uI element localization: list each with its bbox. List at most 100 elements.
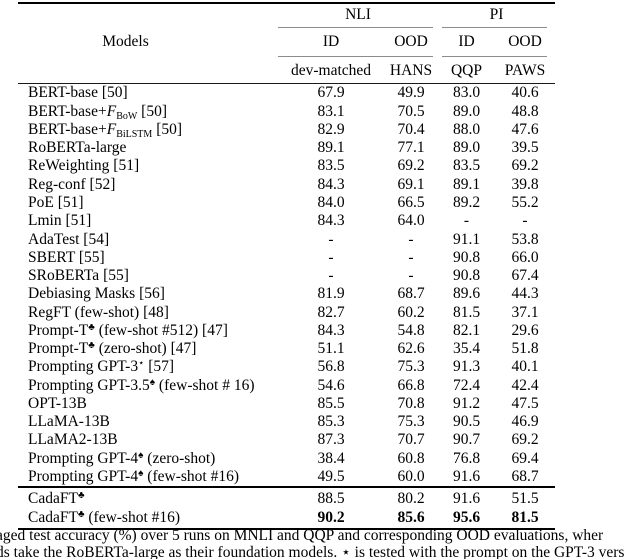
value-cell-pi-id: 90.8 bbox=[452, 248, 481, 266]
model-name-cell: Lmin [51] bbox=[18, 213, 278, 229]
value-cell-pi-ood: 37.1 bbox=[511, 303, 539, 321]
model-superscript-symbol: ♠ bbox=[138, 449, 144, 461]
model-name-suffix: (few-shot #16) bbox=[84, 508, 181, 526]
value-cell-pi-id: 76.8 bbox=[452, 449, 481, 467]
dataset-header-row: dev-matched HANS QQP PAWS bbox=[18, 58, 555, 83]
table-row: Debiasing Masks [56] 81.9 68.7 89.6 44.3 bbox=[18, 286, 555, 302]
model-name-cell: BERT-base [50] bbox=[18, 85, 278, 101]
model-name: BERT-base+ bbox=[28, 120, 107, 138]
model-name-cell: Prompting GPT-3⋆ [57] bbox=[18, 359, 278, 375]
caption-line-2: ds take the RoBERTa-large as their found… bbox=[0, 544, 625, 559]
value-cell-nli-id: 90.2 bbox=[317, 508, 345, 526]
table-row: LLaMA2-13B 87.3 70.7 90.7 69.2 bbox=[18, 432, 555, 448]
model-name-suffix: [50] bbox=[137, 102, 167, 120]
model-name-suffix: [50] bbox=[97, 84, 128, 102]
model-name: Prompting GPT-3.5 bbox=[28, 376, 150, 394]
model-name: LLaMA2-13B bbox=[28, 431, 118, 449]
value-cell-nli-id: 85.3 bbox=[317, 413, 345, 431]
value-cell-pi-id: 90.7 bbox=[452, 431, 481, 449]
value-cell-pi-ood: 48.8 bbox=[511, 102, 539, 120]
value-cell-pi-ood: 81.5 bbox=[511, 508, 539, 526]
model-subscript: BoW bbox=[116, 110, 138, 122]
model-name: ReWeighting [51] bbox=[28, 157, 140, 175]
model-name-cell: LLaMA-13B bbox=[18, 414, 278, 430]
model-superscript-symbol: ♠ bbox=[149, 376, 156, 388]
group-header-nli: NLI bbox=[345, 6, 371, 24]
value-cell-pi-id: 89.1 bbox=[452, 175, 481, 193]
value-cell-nli-id: 56.8 bbox=[317, 358, 345, 376]
value-cell-nli-id: 84.3 bbox=[317, 321, 345, 339]
value-cell-pi-ood: 69.4 bbox=[511, 449, 539, 467]
table-bottom-rule bbox=[18, 528, 555, 530]
model-name-cell: BERT-base+FBiLSTM [50] bbox=[18, 120, 278, 140]
value-cell-nli-ood: 75.3 bbox=[397, 358, 425, 376]
model-name: AdaTest [54] bbox=[28, 230, 110, 248]
table-row: AdaTest [54] - - 91.1 53.8 bbox=[18, 230, 555, 248]
value-cell-nli-ood: 66.5 bbox=[397, 193, 425, 211]
model-name-cell: SBERT [55] bbox=[18, 250, 278, 266]
value-cell-pi-id: 89.0 bbox=[452, 102, 481, 120]
value-cell-nli-id: - bbox=[328, 230, 334, 248]
value-cell-nli-id: 38.4 bbox=[317, 449, 345, 467]
cmidrule-nli-1 bbox=[278, 27, 433, 28]
value-cell-nli-ood: - bbox=[408, 230, 414, 248]
model-name-cell: OPT-13B bbox=[18, 396, 278, 412]
value-cell-nli-ood: 70.7 bbox=[397, 431, 425, 449]
value-cell-nli-id: 49.5 bbox=[317, 467, 345, 485]
value-cell-nli-id: 85.5 bbox=[317, 394, 345, 412]
caption-line-1: aged test accuracy (%) over 5 runs on MN… bbox=[0, 527, 604, 544]
value-cell-pi-ood: 47.6 bbox=[511, 120, 539, 138]
value-cell-pi-ood: 68.7 bbox=[511, 467, 539, 485]
model-name: Prompt-T bbox=[28, 321, 89, 339]
value-cell-pi-ood: 66.0 bbox=[511, 248, 539, 266]
model-name-suffix: [57] bbox=[144, 358, 175, 376]
table-row: OPT-13B 85.5 70.8 91.2 47.5 bbox=[18, 396, 555, 412]
value-cell-pi-id: 91.2 bbox=[452, 394, 481, 412]
value-cell-pi-ood: 47.5 bbox=[511, 394, 539, 412]
subheader-pi-id: ID bbox=[458, 33, 475, 51]
model-name-suffix: (few-shot #512) [47] bbox=[94, 321, 228, 339]
value-cell-nli-ood: 66.8 bbox=[397, 376, 425, 394]
model-name-cell: LLaMA2-13B bbox=[18, 432, 278, 448]
value-cell-nli-ood: 68.7 bbox=[397, 285, 425, 303]
table-row: Prompting GPT-4♠ (zero-shot) 38.4 60.8 7… bbox=[18, 449, 555, 467]
model-name: Debiasing Masks [56] bbox=[28, 285, 165, 303]
cmidrule-row-2 bbox=[18, 55, 555, 58]
model-name-cell: Prompt-T♣ (zero-shot) [47] bbox=[18, 341, 278, 357]
value-cell-pi-ood: 40.6 bbox=[511, 84, 539, 102]
value-cell-pi-id: 91.3 bbox=[452, 358, 481, 376]
model-name-cell: Prompting GPT-3.5♠ (few-shot # 16) bbox=[18, 376, 278, 394]
table-row: LLaMA-13B 85.3 75.3 90.5 46.9 bbox=[18, 414, 555, 430]
dataset-header-paws: PAWS bbox=[504, 61, 546, 79]
value-cell-nli-id: - bbox=[328, 248, 334, 266]
value-cell-nli-id: 84.3 bbox=[317, 212, 345, 230]
value-cell-nli-id: 83.1 bbox=[317, 102, 345, 120]
value-cell-pi-id: 90.5 bbox=[452, 413, 481, 431]
table-row: CadaFT♣ 88.5 80.2 91.6 51.5 bbox=[18, 489, 555, 507]
model-name-cell: SRoBERTa [55] bbox=[18, 268, 278, 284]
value-cell-nli-id: 89.1 bbox=[317, 139, 345, 157]
value-cell-pi-id: 72.4 bbox=[452, 376, 481, 394]
value-cell-pi-id: 91.6 bbox=[452, 467, 481, 485]
value-cell-nli-ood: 75.3 bbox=[397, 413, 425, 431]
model-name: Lmin [51] bbox=[28, 212, 92, 230]
model-superscript-symbol: ♣ bbox=[88, 340, 95, 352]
model-name-cell: RoBERTa-large bbox=[18, 140, 278, 156]
value-cell-nli-id: 67.9 bbox=[317, 84, 345, 102]
value-cell-nli-ood: 70.8 bbox=[397, 394, 425, 412]
dataset-header-hans: HANS bbox=[389, 61, 433, 79]
model-name-cell: Prompting GPT-4♠ (few-shot #16) bbox=[18, 467, 278, 485]
model-name: Prompting GPT-4 bbox=[28, 467, 139, 485]
value-cell-pi-id: 88.0 bbox=[452, 120, 481, 138]
table-row: RoBERTa-large 89.1 77.1 89.0 39.5 bbox=[18, 140, 555, 156]
model-name-cell: Prompt-T♣ (few-shot #512) [47] bbox=[18, 321, 278, 339]
model-name: RoBERTa-large bbox=[28, 139, 127, 157]
table-row: Reg-conf [52] 84.3 69.1 89.1 39.8 bbox=[18, 175, 555, 193]
value-cell-nli-id: 81.9 bbox=[317, 285, 345, 303]
model-name: BERT-base+ bbox=[28, 102, 107, 120]
value-cell-pi-id: 91.6 bbox=[452, 489, 481, 507]
model-name: SRoBERTa [55] bbox=[28, 267, 129, 285]
model-name: Prompting GPT-4 bbox=[28, 449, 139, 467]
value-cell-pi-ood: 44.3 bbox=[511, 285, 539, 303]
